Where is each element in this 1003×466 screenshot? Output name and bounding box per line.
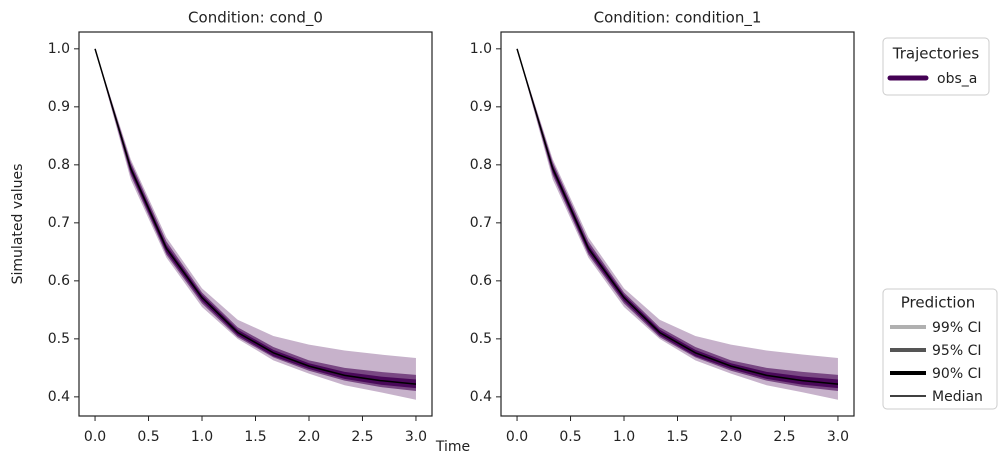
legend-title: Prediction [901,294,976,312]
median-line [516,48,839,385]
y-tick-label: 0.7 [470,215,492,231]
y-tick-label: 0.8 [470,157,492,173]
y-tick-label: 0.8 [48,157,70,173]
x-tick-label: 2.5 [351,429,373,445]
x-tick-label: 1.5 [666,429,688,445]
subplot-title: Condition: condition_1 [594,9,762,28]
legend-label: 95% CI [932,343,981,359]
y-tick-label: 0.9 [48,99,70,115]
x-tick-label: 0.0 [84,429,106,445]
y-tick-label: 0.4 [470,389,492,405]
x-tick-label: 3.0 [405,429,427,445]
median-line [94,48,417,385]
x-tick-label: 2.0 [298,429,320,445]
x-tick-label: 1.0 [613,429,635,445]
y-tick-label: 0.9 [470,99,492,115]
legend-box [882,288,998,410]
x-tick-label: 1.0 [191,429,213,445]
legend-label: 90% CI [932,366,981,382]
ci-band [95,48,416,392]
x-tick-label: 0.0 [506,429,528,445]
y-tick-label: 0.5 [470,331,492,347]
axes-frame [500,31,855,417]
ci-band [517,48,838,400]
y-tick-label: 0.4 [48,389,70,405]
legend-label: obs_a [937,71,977,87]
x-tick-label: 0.5 [137,429,159,445]
legend-label: 99% CI [932,320,981,336]
subplot-title: Condition: cond_0 [188,9,323,28]
y-tick-label: 1.0 [470,41,492,57]
legend-box [882,37,990,96]
y-tick-label: 0.6 [48,273,70,289]
x-tick-label: 1.5 [244,429,266,445]
axes-frame [78,31,433,417]
y-tick-label: 0.6 [470,273,492,289]
legend-title: Trajectories [892,45,980,63]
ci-band [95,48,416,400]
y-tick-label: 1.0 [48,41,70,57]
y-axis-label: Simulated values [10,164,26,285]
x-axis-label: Time [435,439,470,455]
legend-label: Median [932,389,983,405]
x-tick-label: 2.5 [773,429,795,445]
y-tick-label: 0.5 [48,331,70,347]
x-tick-label: 0.5 [559,429,581,445]
y-tick-label: 0.7 [48,215,70,231]
x-tick-label: 2.0 [720,429,742,445]
x-tick-label: 3.0 [827,429,849,445]
